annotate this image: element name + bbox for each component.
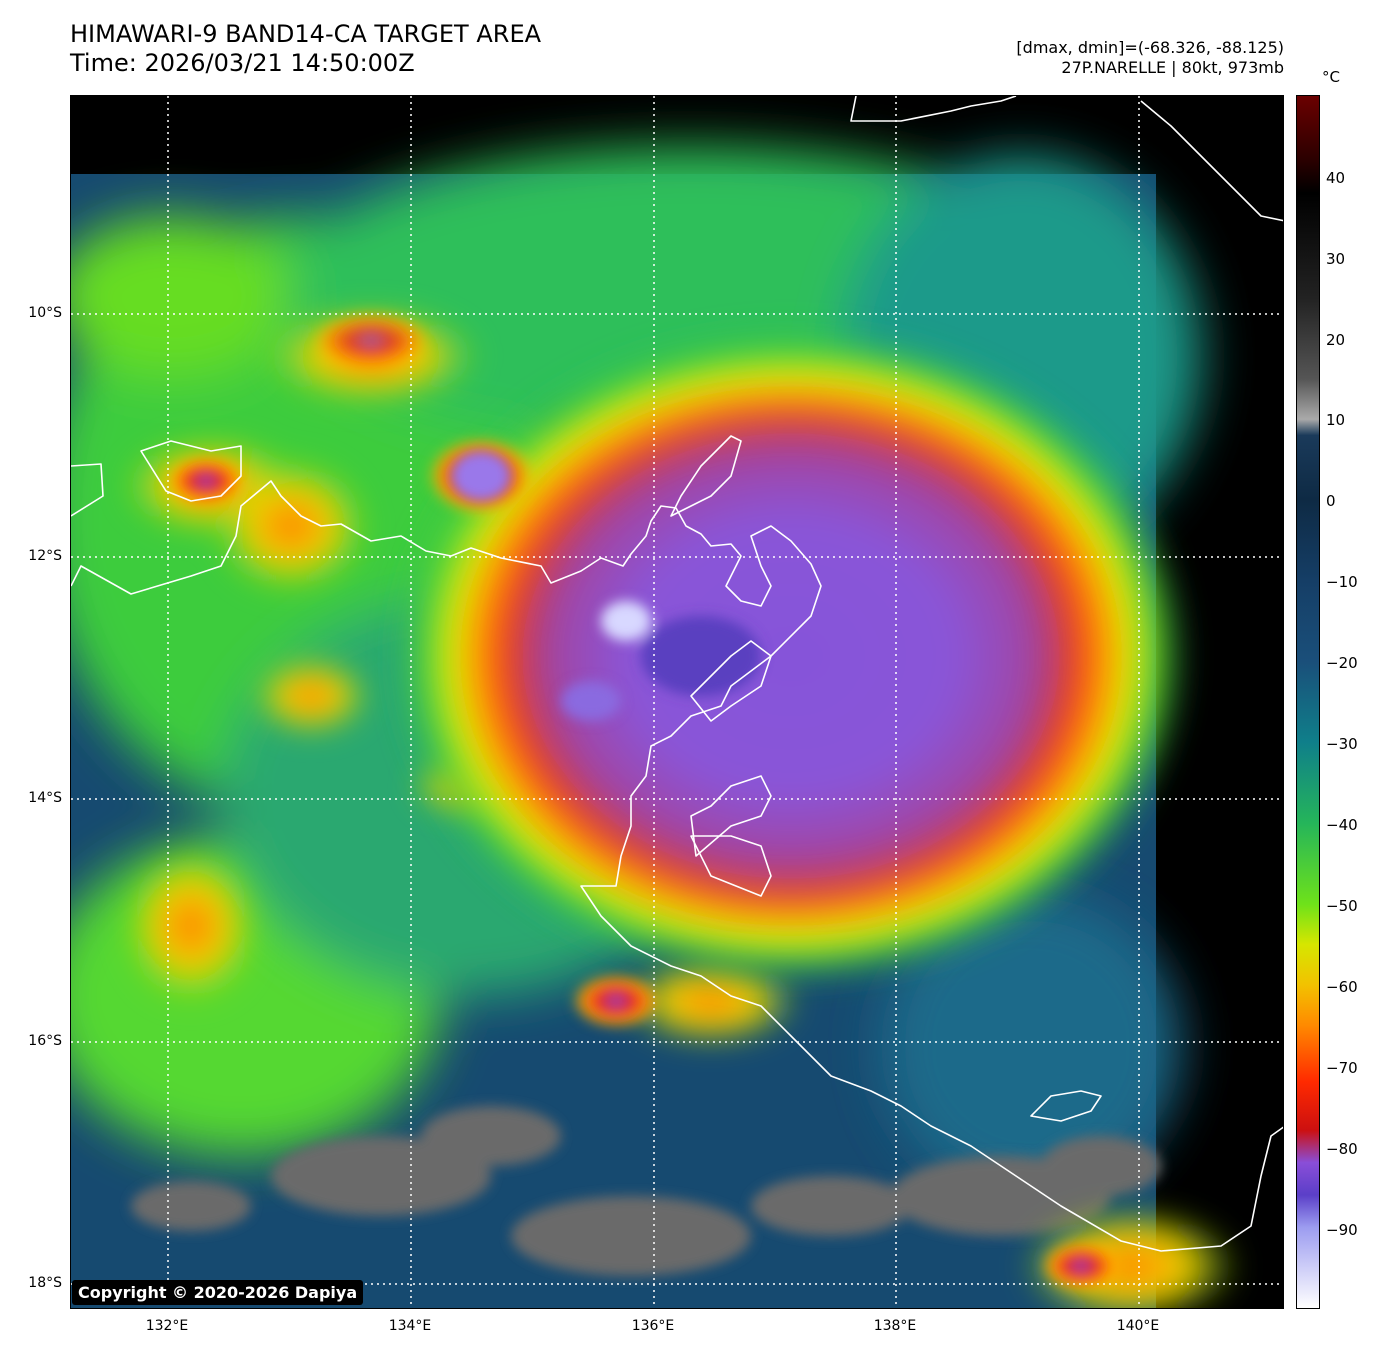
coastline-northern-territory [71, 463, 1283, 1252]
map-title: HIMAWARI-9 BAND14-CA TARGET AREA Time: 2… [70, 20, 541, 78]
clear-sky-patches [131, 1106, 1161, 1276]
coldest-cloud-tops [451, 451, 761, 721]
colorbar-label: 30 [1326, 250, 1346, 268]
colorbar-label: −30 [1326, 735, 1358, 753]
coastline-groote [690, 775, 772, 857]
satellite-map [70, 95, 1284, 1309]
lat-label-16s: 16°S [28, 1033, 62, 1049]
coastline-gulf-peninsula [690, 640, 772, 722]
coastline-wessel [670, 435, 742, 517]
lat-label-12s: 12°S [28, 548, 62, 564]
copyright-badge: Copyright © 2020-2026 Dapiya [72, 1280, 364, 1305]
coastline-mornington [1030, 1090, 1102, 1122]
colorbar-label: −90 [1326, 1221, 1358, 1239]
coastline-cape-york [1140, 100, 1283, 222]
lat-label-14s: 14°S [28, 790, 62, 806]
range-text: [dmax, dmin]=(-68.326, -88.125) [1016, 38, 1284, 57]
lon-label-134e: 134°E [388, 1318, 432, 1334]
central-dense-overcast [521, 426, 1061, 886]
colorbar-label: −10 [1326, 573, 1358, 591]
colorbar-label: −80 [1326, 1140, 1358, 1158]
coastline-new-guinea [850, 96, 1017, 122]
lat-label-18s: 18°S [28, 1275, 62, 1291]
colorbar-label: 0 [1326, 492, 1336, 510]
colorbar-unit: °C [1322, 68, 1340, 86]
graticule [71, 96, 1283, 1308]
colorbar-label: −60 [1326, 978, 1358, 996]
colorbar-label: −70 [1326, 1059, 1358, 1077]
storm-text: 27P.NARELLE | 80kt, 973mb [1061, 58, 1284, 77]
colorbar-label: 40 [1326, 169, 1346, 187]
lon-label-140e: 140°E [1116, 1318, 1160, 1334]
imagery-layer [71, 146, 1241, 1308]
colorbar-label: 10 [1326, 411, 1346, 429]
lon-label-138e: 138°E [873, 1318, 917, 1334]
lon-label-132e: 132°E [145, 1318, 189, 1334]
coastlines [71, 96, 1283, 1252]
storm-info: [dmax, dmin]=(-68.326, -88.125) 27P.NARE… [1016, 38, 1284, 78]
colorbar-label: −40 [1326, 816, 1358, 834]
colorbar-label: −20 [1326, 654, 1358, 672]
colorbar-label: 20 [1326, 331, 1346, 349]
title-line-2: Time: 2026/03/21 14:50:00Z [70, 49, 415, 77]
coastline-east-arnhem [690, 835, 772, 897]
lon-label-136e: 136°E [631, 1318, 675, 1334]
coastline-tiwi [140, 440, 242, 502]
colorbar [1296, 95, 1320, 1309]
satellite-imagery [71, 96, 1283, 1308]
colorbar-label: −50 [1326, 897, 1358, 915]
lat-label-10s: 10°S [28, 305, 62, 321]
title-line-1: HIMAWARI-9 BAND14-CA TARGET AREA [70, 20, 542, 48]
